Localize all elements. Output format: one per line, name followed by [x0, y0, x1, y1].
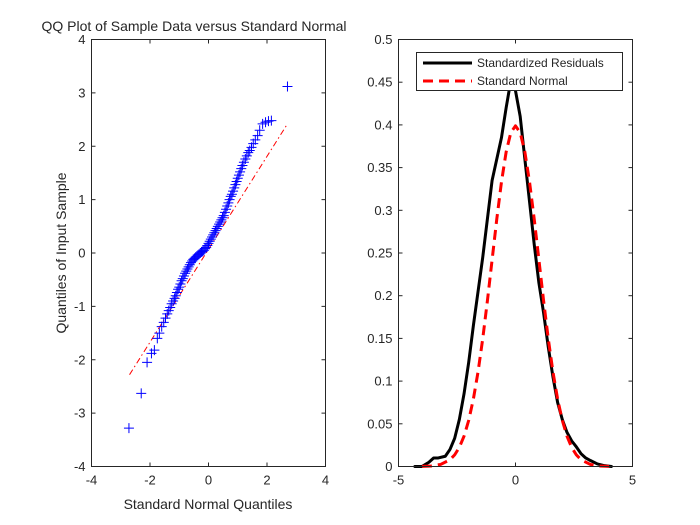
qq-data-point [252, 130, 263, 141]
legend-label-standard-normal: Standard Normal [477, 74, 568, 88]
qq-data-point [216, 214, 227, 225]
legend-label-standardized-residuals: Standardized Residuals [477, 56, 604, 70]
density-y-tick-label: 0.35 [367, 160, 392, 175]
standard-normal-line [421, 124, 610, 468]
qq-x-tick-label: -2 [144, 473, 156, 488]
qq-y-tick-label: 3 [78, 85, 85, 100]
density-y-tick-label: 0.5 [374, 32, 392, 47]
density-y-tick-label: 0.05 [367, 416, 392, 431]
qq-data-point [178, 270, 189, 281]
qq-data-point [201, 242, 212, 253]
density-plot-frame [398, 39, 633, 467]
density-y-tick-label: 0.2 [374, 288, 392, 303]
qq-data-point [177, 273, 188, 284]
qq-data-point [225, 191, 236, 202]
qq-data-point [203, 238, 214, 249]
qq-data-point [210, 225, 221, 236]
qq-data-point [282, 81, 293, 92]
qq-y-axis-label: Quantiles of Input Sample [53, 172, 69, 333]
qq-data-point [180, 268, 191, 279]
legend: Standardized Residuals Standard Normal [416, 52, 623, 91]
qq-plot-frame [91, 39, 326, 467]
qq-data-point [257, 118, 268, 129]
qq-y-tick-label: -1 [74, 299, 86, 314]
qq-data-point [154, 328, 165, 339]
qq-data-point [212, 221, 223, 232]
qq-data-point [254, 125, 265, 136]
qq-data-point [169, 293, 180, 304]
density-x-tick-label: 0 [512, 473, 519, 488]
qq-y-tick-label: -3 [74, 406, 86, 421]
density-x-tick-label: 5 [629, 473, 636, 488]
density-y-tick-label: 0.3 [374, 203, 392, 218]
qq-data-point [211, 223, 222, 234]
density-y-tick-label: 0.4 [374, 117, 392, 132]
qq-data-point [142, 357, 153, 368]
qq-reference-line [129, 123, 288, 375]
qq-y-tick-label: 2 [78, 139, 85, 154]
qq-data-point [205, 234, 216, 245]
qq-data-point [156, 321, 167, 332]
density-y-tick-label: 0.1 [374, 374, 392, 389]
density-tick-group: -5 0 500.050.10.150.20.250.30.350.40.450.5 [367, 32, 636, 488]
qq-data-point [176, 275, 187, 286]
qq-data-point [181, 266, 192, 277]
density-plot-axes: -5 0 500.050.10.150.20.250.30.350.40.450.5… [367, 32, 636, 488]
density-x-tick-label: -5 [393, 473, 405, 488]
qq-data-point [202, 240, 213, 251]
standardized-residuals-line [413, 78, 613, 468]
qq-x-tick-label: -4 [86, 473, 98, 488]
density-y-tick-label: 0 [385, 459, 392, 474]
qq-data-point [209, 227, 220, 238]
qq-data-point [136, 388, 147, 399]
qq-data-point [204, 236, 215, 247]
qq-y-tick-label: -2 [74, 352, 86, 367]
qq-data-point [215, 217, 226, 228]
qq-data-point [243, 147, 254, 158]
qq-data-point [263, 116, 274, 127]
qq-data-point [217, 212, 228, 223]
qq-plot-title: QQ Plot of Sample Data versus Standard N… [41, 18, 346, 34]
qq-data-point [183, 261, 194, 272]
qq-data-point [260, 117, 271, 128]
qq-y-tick-label: 1 [78, 192, 85, 207]
qq-data-point [173, 284, 184, 295]
qq-data-point [207, 231, 218, 242]
qq-x-axis-label: Standard Normal Quantiles [124, 496, 293, 512]
qq-data-point [123, 423, 134, 434]
qq-y-tick-label: -4 [74, 459, 86, 474]
qq-data-point [166, 298, 177, 309]
qq-plot-axes: QQ Plot of Sample Data versus Standard N… [41, 18, 346, 512]
qq-data-point [266, 115, 277, 126]
qq-points-group [123, 81, 293, 434]
qq-data-point [168, 296, 179, 307]
qq-data-point [149, 345, 160, 356]
qq-data-point [182, 264, 193, 275]
qq-data-point [160, 313, 171, 324]
qq-data-point [208, 229, 219, 240]
qq-y-tick-label: 4 [78, 32, 85, 47]
qq-y-tick-label: 0 [78, 246, 85, 261]
qq-x-tick-label: 2 [263, 473, 270, 488]
qq-data-point [250, 134, 261, 145]
density-y-tick-label: 0.15 [367, 331, 392, 346]
density-y-tick-label: 0.45 [367, 75, 392, 90]
qq-x-tick-label: 0 [205, 473, 212, 488]
density-y-tick-label: 0.25 [367, 246, 392, 261]
qq-data-point [214, 219, 225, 230]
qq-x-tick-label: 4 [322, 473, 329, 488]
legend-box [416, 52, 623, 91]
qq-data-point [152, 333, 163, 344]
qq-data-point [158, 317, 169, 328]
